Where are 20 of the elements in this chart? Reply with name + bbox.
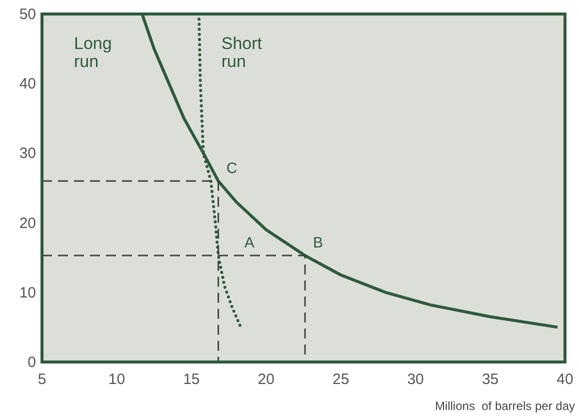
y-tick-label: 0 <box>28 354 36 371</box>
data-label: A <box>244 234 254 252</box>
y-tick-label: 50 <box>19 6 36 23</box>
x-tick-label: 30 <box>407 371 424 388</box>
x-tick-label: 35 <box>482 371 499 388</box>
series-label: Short run <box>221 34 262 71</box>
x-tick-label: 25 <box>332 371 350 388</box>
y-tick-label: 40 <box>19 76 36 93</box>
x-tick-label: 15 <box>183 371 200 388</box>
text: Long run <box>74 34 112 71</box>
x-tick-label: 20 <box>258 371 274 388</box>
y-tick-label: 30 <box>19 145 36 162</box>
y-tick-label: 20 <box>19 214 36 232</box>
x-tick-label: 40 <box>556 371 574 388</box>
x-tick-label: 5 <box>38 371 46 388</box>
data-label: C <box>226 160 238 178</box>
data-label: B <box>312 234 324 252</box>
y-tick-label: 10 <box>19 284 36 302</box>
x-axis-title: Millions of barrels per day <box>434 399 575 413</box>
x-tick-label: 10 <box>108 371 126 388</box>
